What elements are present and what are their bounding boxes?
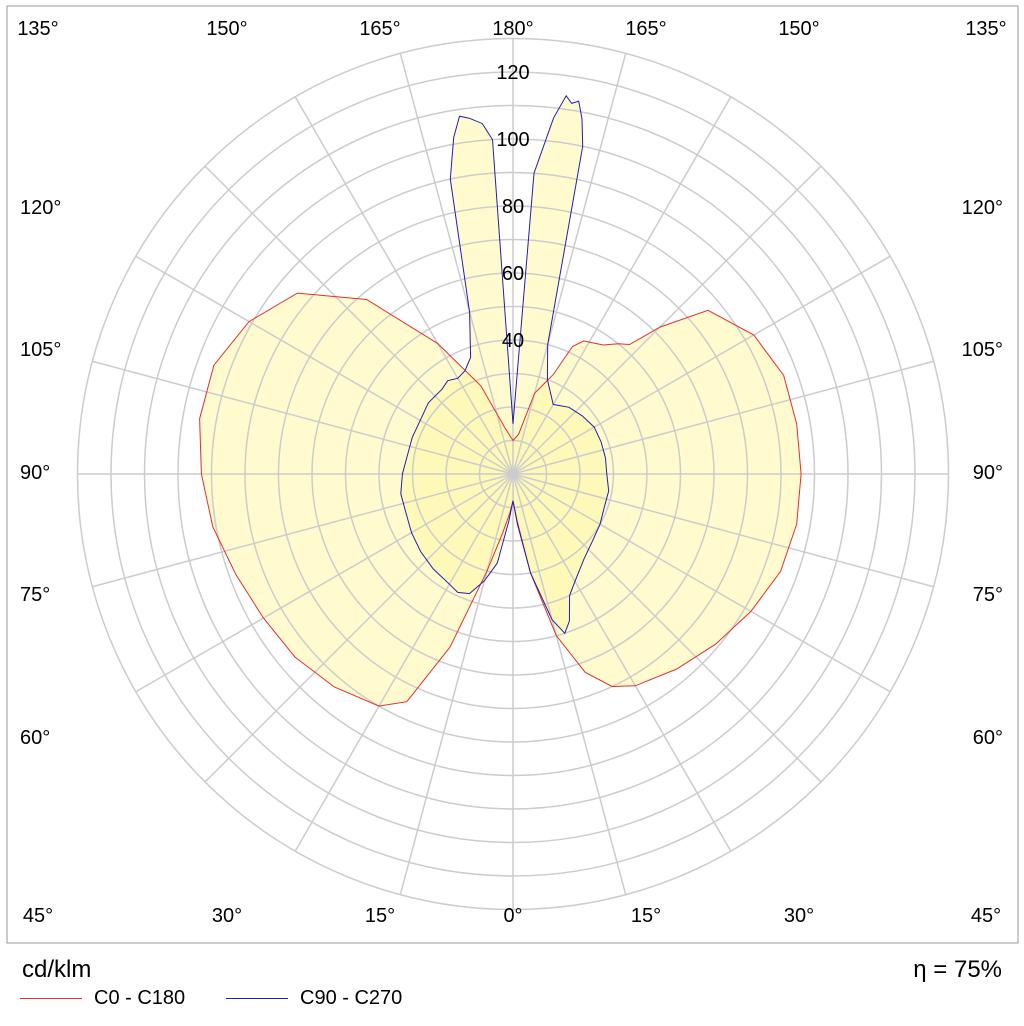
angle-label-top: 135° — [17, 18, 58, 40]
legend-swatch-c90 — [226, 997, 288, 999]
angle-label-bottom: 45° — [23, 905, 53, 927]
grid-spoke — [512, 96, 732, 475]
series-line-0 — [199, 292, 802, 707]
grid-spoke — [204, 473, 514, 783]
angle-label-right: 60° — [973, 727, 1003, 749]
angle-label-bottom: 0° — [503, 905, 522, 927]
angle-label-right: 105° — [962, 339, 1003, 361]
grid-spoke — [92, 473, 514, 588]
grid-spoke — [294, 96, 514, 475]
grid-spoke — [512, 473, 891, 693]
legend-item-c90: C90 - C270 — [226, 986, 402, 1010]
angle-label-top: 150° — [206, 18, 247, 40]
legend-label-c90: C90 - C270 — [300, 986, 403, 1009]
angle-label-top: 150° — [778, 18, 819, 40]
angle-label-bottom: 15° — [365, 905, 395, 927]
unit-label: cd/klm — [22, 956, 92, 983]
grid-spoke — [399, 473, 514, 895]
angle-label-left: 75° — [20, 584, 50, 606]
radial-tick-label: 60 — [502, 263, 524, 285]
legend-swatch-c0 — [20, 997, 82, 999]
angle-label-right: 120° — [962, 197, 1003, 219]
angle-label-bottom: 30° — [784, 905, 814, 927]
radial-tick-label: 80 — [502, 196, 524, 218]
angle-label-left: 105° — [20, 339, 61, 361]
angle-label-left: 90° — [20, 462, 50, 484]
radial-tick-label: 40 — [502, 330, 524, 352]
radial-tick-label: 120 — [496, 62, 529, 84]
efficiency-label: η = 75% — [913, 956, 1002, 983]
angle-label-left: 60° — [20, 727, 50, 749]
angle-label-top: 180° — [492, 18, 533, 40]
angle-label-top: 135° — [965, 18, 1006, 40]
angle-label-top: 165° — [625, 18, 666, 40]
angle-label-bottom: 30° — [212, 905, 242, 927]
grid-spoke — [512, 473, 822, 783]
angle-label-right: 75° — [973, 584, 1003, 606]
grid-spoke — [512, 360, 934, 475]
grid-spoke — [399, 53, 514, 475]
angle-label-left: 120° — [20, 197, 61, 219]
grid-spoke — [135, 255, 514, 475]
legend-item-c0: C0 - C180 — [20, 986, 185, 1010]
grid-spoke — [204, 165, 514, 475]
grid-spoke — [512, 255, 891, 475]
legend-label-c0: C0 - C180 — [94, 986, 186, 1009]
angle-label-bottom: 45° — [971, 905, 1001, 927]
grid-spoke — [512, 473, 732, 852]
grid-spoke — [512, 473, 627, 895]
grid-spoke — [92, 360, 514, 475]
grid-spoke — [294, 473, 514, 852]
grid-spoke — [135, 473, 514, 693]
angle-label-bottom: 15° — [631, 905, 661, 927]
angle-label-top: 165° — [359, 18, 400, 40]
radial-tick-label: 100 — [496, 129, 529, 151]
series-line-1 — [400, 94, 610, 635]
angle-label-right: 90° — [973, 462, 1003, 484]
grid-spoke — [512, 53, 627, 475]
grid-spoke — [512, 165, 822, 475]
grid-spoke — [512, 473, 934, 588]
